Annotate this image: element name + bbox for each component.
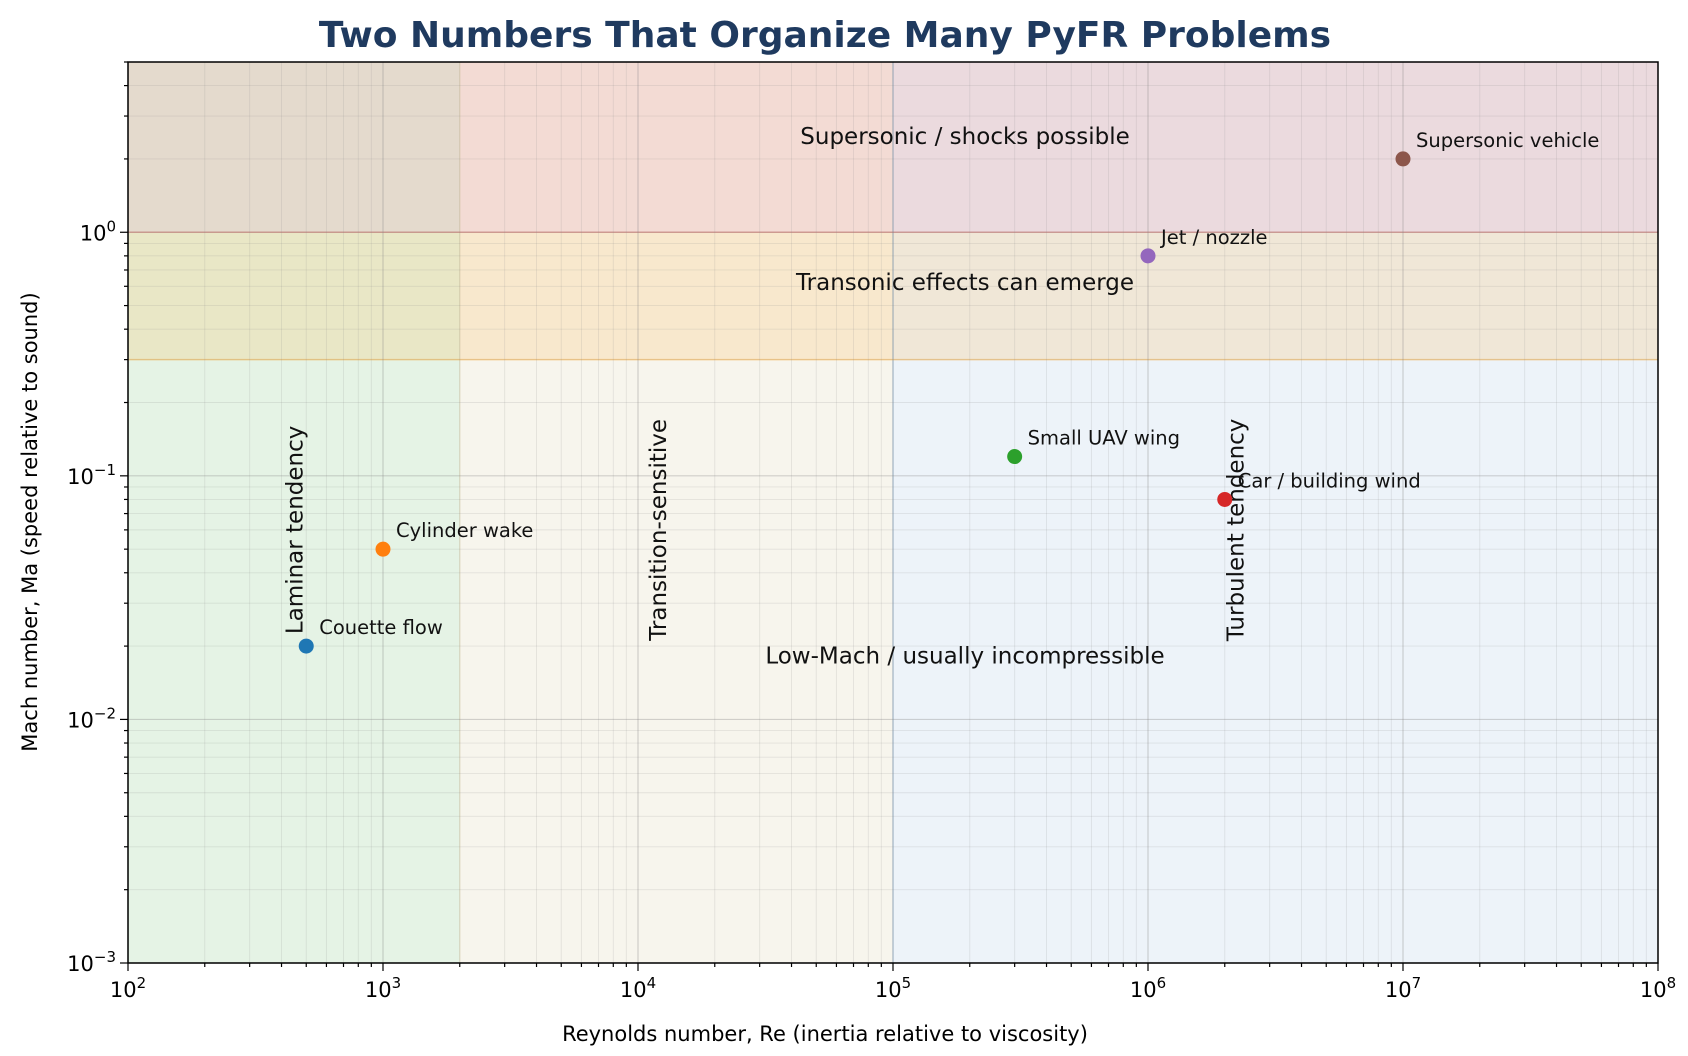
region-band-3 (128, 232, 1658, 360)
region-label: Supersonic / shocks possible (800, 124, 1129, 150)
x-tick-label: 105 (875, 974, 911, 1002)
region-label: Laminar tendency (283, 426, 309, 634)
data-point (375, 541, 391, 557)
region-band-4 (128, 62, 1658, 233)
data-point (1007, 449, 1023, 465)
region-band-0 (128, 62, 460, 963)
chart-title: Two Numbers That Organize Many PyFR Prob… (319, 15, 1331, 56)
region-label: Transition-sensitive (646, 419, 672, 642)
x-tick-label: 107 (1385, 974, 1421, 1002)
y-tick-label: 10−3 (67, 948, 116, 976)
point-label: Jet / nozzle (1159, 226, 1268, 249)
y-tick-label: 100 (80, 217, 116, 245)
data-point (1395, 151, 1411, 167)
region-label: Low-Mach / usually incompressible (765, 643, 1164, 669)
x-axis-label: Reynolds number, Re (inertia relative to… (562, 1022, 1088, 1046)
data-point (1140, 248, 1156, 264)
point-label: Supersonic vehicle (1416, 129, 1599, 152)
y-tick-label: 10−1 (67, 461, 116, 489)
data-point (1217, 491, 1233, 507)
point-label: Small UAV wing (1028, 427, 1180, 450)
plot-area: Supersonic / shocks possible Transonic ef… (67, 61, 1676, 1002)
plot-background (128, 62, 1658, 963)
region-band-1 (459, 62, 893, 963)
y-tick-label: 10−2 (67, 704, 116, 732)
point-label: Cylinder wake (396, 519, 533, 542)
region-label: Turbulent tendency (1223, 419, 1249, 643)
point-label: Car / building wind (1238, 469, 1421, 492)
data-point (298, 638, 314, 654)
x-tick-label: 106 (1130, 974, 1166, 1002)
x-tick-label: 102 (110, 974, 146, 1002)
x-tick-label: 103 (365, 974, 401, 1002)
x-tick-label: 104 (620, 974, 656, 1002)
x-tick-label: 108 (1640, 974, 1676, 1002)
point-label: Couette flow (319, 616, 443, 639)
region-band-2 (893, 62, 1658, 963)
y-axis-label: Mach number, Ma (speed relative to sound… (18, 292, 42, 751)
region-label: Transonic effects can emerge (795, 270, 1134, 296)
